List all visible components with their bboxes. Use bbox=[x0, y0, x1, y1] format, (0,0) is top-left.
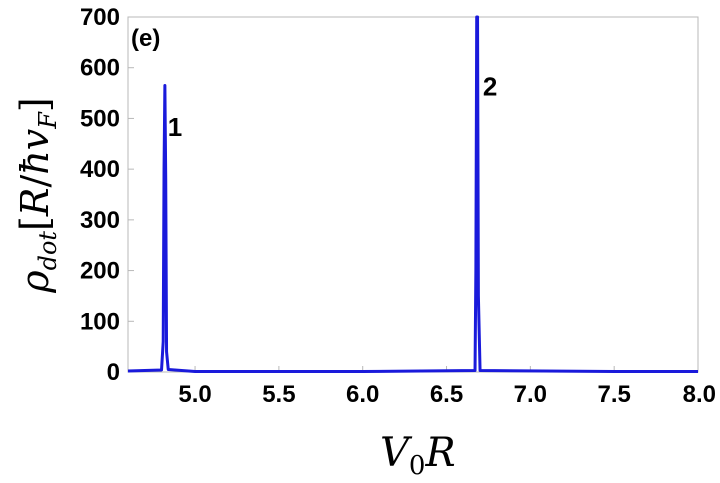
x-axis-title: V0R bbox=[380, 430, 456, 481]
peak-label-2: 2 bbox=[483, 72, 497, 102]
y-tick-label: 0 bbox=[107, 359, 120, 386]
panel-label: (e) bbox=[131, 25, 160, 52]
x-tick-label: 7.5 bbox=[597, 381, 630, 408]
x-tick-label: 5.0 bbox=[178, 381, 211, 408]
series-line bbox=[127, 15, 698, 373]
y-axis-title: ρdot[R/ħvF] bbox=[13, 97, 62, 294]
y-tick-label: 300 bbox=[80, 207, 120, 234]
x-tick-label: 5.5 bbox=[262, 381, 295, 408]
x-tick-label: 8.0 bbox=[683, 381, 716, 408]
x-tick-label: 6.0 bbox=[346, 381, 379, 408]
peak-annotations: 12 bbox=[168, 72, 498, 143]
y-tick-label: 100 bbox=[80, 308, 120, 335]
y-tick-label: 700 bbox=[80, 4, 120, 31]
plot-frame bbox=[127, 16, 699, 373]
y-tick-label: 200 bbox=[80, 258, 120, 285]
y-tick-label: 500 bbox=[80, 105, 120, 132]
peak-label-1: 1 bbox=[168, 112, 182, 142]
x-tick-label: 7.0 bbox=[514, 381, 547, 408]
y-axis-ticks: 0 100 200 300 400 500 600 700 bbox=[80, 4, 134, 386]
series-group bbox=[127, 15, 698, 373]
y-tick-label: 600 bbox=[80, 55, 120, 82]
y-tick-label: 400 bbox=[80, 156, 120, 183]
x-tick-label: 6.5 bbox=[430, 381, 463, 408]
x-axis-ticks: 5.0 5.5 6.0 6.5 7.0 7.5 8.0 bbox=[178, 366, 716, 408]
